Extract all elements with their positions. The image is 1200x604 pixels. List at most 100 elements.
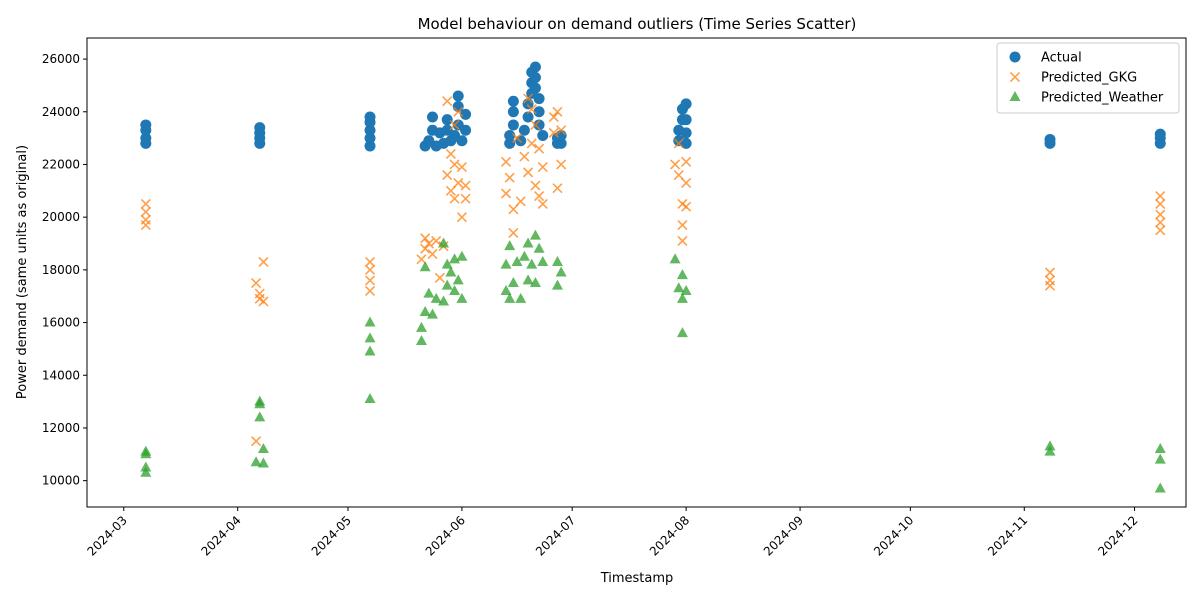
data-point: [364, 124, 376, 136]
data-point: [1154, 443, 1166, 454]
x-tick-label: 2024-08: [647, 513, 692, 558]
data-point: [1044, 267, 1056, 278]
legend-item-predicted-gkg: Predicted_GKG: [1009, 71, 1137, 86]
data-point: [507, 106, 519, 118]
data-point: [504, 240, 516, 251]
data-point: [548, 111, 559, 123]
y-tick-label: 14000: [42, 368, 80, 382]
data-point: [445, 185, 456, 196]
data-point: [533, 119, 545, 131]
data-point: [673, 138, 684, 149]
data-point: [556, 159, 567, 170]
data-point: [140, 220, 151, 231]
x-tick-label: 2024-06: [423, 513, 468, 558]
data-point: [364, 264, 376, 275]
data-point: [555, 266, 567, 277]
data-point: [449, 193, 460, 204]
data-point: [416, 254, 427, 265]
legend-label: Predicted_GKG: [1041, 71, 1137, 86]
data-point: [140, 448, 152, 459]
data-point: [673, 282, 685, 293]
legend-marker: [1009, 71, 1021, 83]
data-point: [677, 235, 688, 246]
data-point: [441, 114, 453, 126]
data-point: [445, 266, 457, 277]
data-point: [140, 466, 152, 477]
data-point: [529, 82, 541, 94]
data-point: [518, 124, 530, 136]
x-tick-label: 2024-10: [871, 513, 916, 558]
data-point: [438, 295, 450, 306]
data-point: [500, 284, 512, 295]
data-point: [258, 296, 269, 307]
data-point: [534, 191, 545, 202]
data-point: [364, 111, 376, 123]
data-point: [552, 106, 563, 117]
data-point: [449, 284, 461, 295]
data-point: [677, 220, 688, 231]
legend-marker: [1009, 51, 1021, 63]
data-point: [445, 148, 456, 159]
data-point: [681, 156, 692, 167]
data-point: [673, 169, 684, 181]
data-point: [676, 327, 688, 338]
data-point: [423, 287, 435, 298]
data-point: [522, 274, 534, 285]
data-point: [140, 206, 151, 217]
data-point: [533, 93, 545, 105]
data-point: [515, 292, 527, 303]
data-point: [1154, 482, 1166, 493]
x-tick-label: 2024-03: [85, 513, 130, 558]
data-point: [1044, 133, 1056, 145]
data-point: [504, 292, 516, 303]
data-point: [257, 457, 269, 468]
series-actual: [140, 61, 1166, 152]
data-point: [670, 159, 681, 170]
plot-frame: [86, 37, 1187, 508]
data-point: [1155, 209, 1166, 220]
data-point: [364, 285, 376, 297]
y-axis: 10000 12000 14000 16000 18000 20000 22000 24000…: [42, 52, 87, 488]
data-point: [530, 180, 541, 191]
x-axis-label: Timestamp: [600, 571, 674, 586]
data-point: [438, 237, 450, 248]
data-point: [257, 443, 269, 454]
data-point: [420, 233, 431, 244]
data-point: [676, 292, 688, 303]
data-point: [500, 188, 512, 199]
y-tick-label: 18000: [42, 263, 80, 277]
data-point: [504, 172, 515, 183]
data-point: [680, 137, 692, 149]
data-point: [1155, 217, 1166, 228]
data-point: [500, 156, 512, 167]
series-predicted-weather: [140, 229, 1166, 493]
data-point: [140, 119, 152, 131]
data-point: [364, 256, 376, 268]
data-point: [551, 255, 563, 266]
data-point: [364, 275, 376, 286]
data-point: [534, 143, 545, 154]
data-point: [1044, 445, 1056, 456]
data-point: [523, 167, 534, 178]
y-tick-label: 12000: [42, 421, 80, 435]
data-point: [526, 104, 537, 115]
x-tick-label: 2024-04: [198, 513, 243, 558]
data-point: [452, 274, 464, 285]
x-tick-label: 2024-11: [985, 513, 1030, 558]
data-point: [427, 248, 438, 260]
data-point: [680, 98, 692, 110]
data-point: [519, 151, 530, 162]
data-point: [456, 212, 467, 223]
data-point: [460, 193, 471, 204]
data-point: [669, 253, 681, 264]
data-point: [529, 72, 541, 84]
data-point: [680, 127, 692, 139]
data-point: [452, 90, 464, 102]
data-point: [680, 114, 692, 126]
data-point: [419, 306, 431, 317]
data-point: [441, 279, 453, 290]
data-point: [254, 122, 266, 134]
y-axis-label: Power demand (same units as original): [15, 145, 30, 399]
